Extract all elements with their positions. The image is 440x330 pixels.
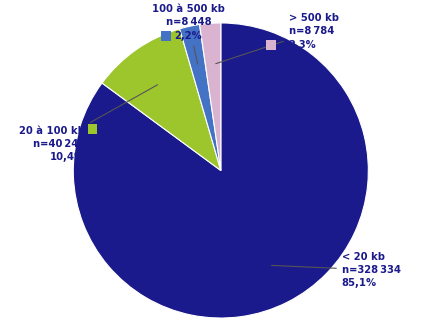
Text: > 500 kb
n=8 784
2,3%: > 500 kb n=8 784 2,3% xyxy=(216,13,339,64)
Bar xyxy=(322,232,332,242)
Bar xyxy=(266,40,276,50)
Text: 20 à 100 kb
n=40 247
10,4%: 20 à 100 kb n=40 247 10,4% xyxy=(19,85,158,162)
Wedge shape xyxy=(73,23,368,318)
Wedge shape xyxy=(102,29,221,171)
Text: < 20 kb
n=328 334
85,1%: < 20 kb n=328 334 85,1% xyxy=(271,252,401,288)
Wedge shape xyxy=(180,24,221,171)
Wedge shape xyxy=(200,23,221,171)
Bar xyxy=(161,31,171,41)
Bar xyxy=(88,124,97,134)
Text: 100 à 500 kb
n=8 448
2,2%: 100 à 500 kb n=8 448 2,2% xyxy=(152,4,225,64)
